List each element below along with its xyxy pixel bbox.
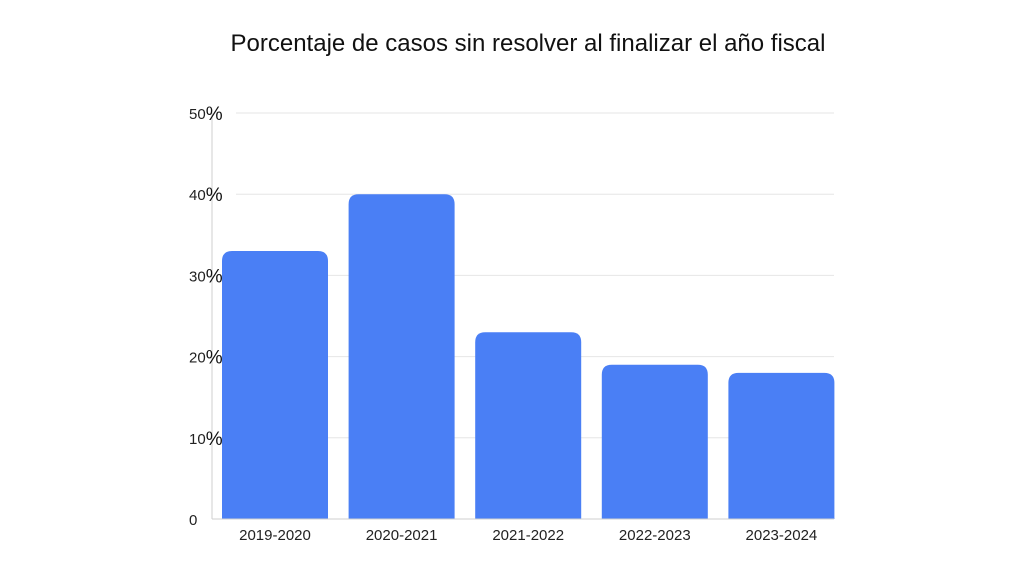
x-tick-label: 2019-2020	[239, 527, 311, 544]
bar-2022-2023	[601, 364, 708, 519]
y-tick-label: 0	[189, 512, 197, 529]
bar-2023-2024	[728, 372, 835, 519]
chart-title: Porcentaje de casos sin resolver al fina…	[230, 30, 826, 57]
y-tick-label: 20%	[189, 348, 223, 369]
x-tick-label: 2022-2023	[619, 527, 691, 544]
bar-2020-2021	[348, 194, 455, 519]
y-tick-label: 50%	[189, 104, 223, 125]
x-tick-labels: 2019-2020 2020-2021 2021-2022 2022-2023 2023…	[239, 527, 817, 544]
y-tick-label: 10%	[189, 429, 223, 450]
y-tick-labels: 0 10% 20% 30% 40% 50%	[189, 104, 223, 529]
x-tick-label: 2020-2021	[366, 527, 438, 544]
bar-2021-2022	[475, 332, 582, 519]
y-tick-label: 30%	[189, 266, 223, 287]
x-tick-label: 2023-2024	[746, 527, 818, 544]
bar-2019-2020	[222, 251, 328, 520]
x-tick-label: 2021-2022	[492, 527, 564, 544]
y-tick-label: 40%	[189, 185, 223, 206]
bars	[222, 194, 835, 520]
axes	[211, 113, 834, 520]
